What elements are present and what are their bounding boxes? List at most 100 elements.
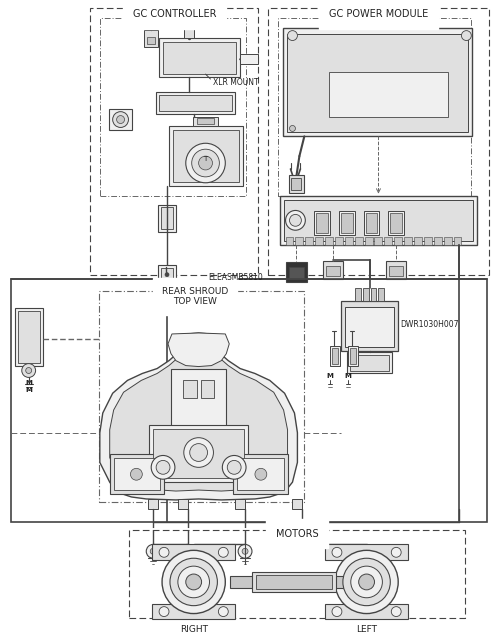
- Bar: [323, 261, 343, 279]
- Bar: [286, 262, 308, 282]
- Bar: [350, 354, 390, 370]
- Circle shape: [290, 215, 302, 226]
- Polygon shape: [168, 333, 230, 367]
- Bar: [292, 499, 302, 509]
- Circle shape: [186, 574, 202, 590]
- Bar: [11, 279, 487, 522]
- Bar: [158, 265, 176, 282]
- Bar: [110, 454, 164, 494]
- Bar: [347, 352, 393, 373]
- Bar: [386, 261, 406, 279]
- Bar: [364, 237, 372, 245]
- Circle shape: [112, 111, 128, 127]
- Bar: [284, 199, 474, 241]
- Circle shape: [181, 544, 194, 558]
- Circle shape: [351, 566, 382, 598]
- Circle shape: [288, 30, 298, 41]
- Circle shape: [335, 550, 398, 613]
- Bar: [354, 237, 362, 245]
- Circle shape: [178, 566, 210, 598]
- Bar: [169, 127, 243, 185]
- Circle shape: [332, 606, 342, 617]
- Circle shape: [26, 368, 32, 373]
- Bar: [286, 34, 469, 132]
- Bar: [171, 368, 226, 433]
- Bar: [292, 178, 302, 190]
- Bar: [404, 237, 412, 245]
- Bar: [148, 499, 158, 509]
- Bar: [230, 576, 358, 588]
- Circle shape: [462, 30, 471, 41]
- Text: M: M: [25, 380, 32, 386]
- Bar: [364, 211, 380, 235]
- Text: REAR SHROUD
TOP VIEW: REAR SHROUD TOP VIEW: [162, 287, 228, 306]
- Bar: [159, 37, 240, 77]
- Bar: [144, 30, 158, 47]
- Circle shape: [159, 606, 169, 617]
- Bar: [196, 118, 214, 123]
- Circle shape: [185, 12, 192, 20]
- Text: GC CONTROLLER: GC CONTROLLER: [133, 9, 216, 19]
- Bar: [348, 346, 358, 366]
- Bar: [161, 208, 173, 229]
- Bar: [235, 499, 245, 509]
- Bar: [183, 380, 196, 398]
- Bar: [332, 348, 338, 363]
- Bar: [326, 266, 340, 275]
- Bar: [390, 266, 403, 275]
- Bar: [114, 458, 160, 490]
- Bar: [192, 116, 218, 127]
- Bar: [378, 287, 384, 301]
- Bar: [414, 237, 422, 245]
- Circle shape: [165, 273, 169, 277]
- Circle shape: [170, 558, 218, 606]
- Bar: [18, 311, 40, 363]
- Bar: [158, 204, 176, 232]
- Bar: [314, 211, 330, 235]
- Circle shape: [242, 548, 248, 555]
- Bar: [161, 268, 173, 279]
- Bar: [163, 42, 236, 74]
- Circle shape: [185, 548, 190, 555]
- Bar: [237, 458, 284, 490]
- Bar: [345, 237, 353, 245]
- Bar: [341, 301, 398, 351]
- Circle shape: [192, 149, 220, 177]
- Bar: [184, 23, 194, 37]
- Bar: [147, 37, 155, 44]
- Bar: [288, 266, 304, 279]
- Circle shape: [222, 456, 246, 479]
- Text: XLR MOUNT: XLR MOUNT: [214, 78, 259, 87]
- Circle shape: [22, 363, 36, 377]
- Bar: [362, 287, 368, 301]
- Circle shape: [159, 548, 169, 557]
- Text: M: M: [326, 373, 334, 379]
- Circle shape: [238, 544, 252, 558]
- Text: -: -: [232, 462, 236, 472]
- Bar: [434, 237, 442, 245]
- Bar: [384, 237, 392, 245]
- Text: GC POWER MODULE: GC POWER MODULE: [329, 9, 428, 19]
- Circle shape: [146, 544, 160, 558]
- Text: T: T: [204, 156, 208, 162]
- Circle shape: [392, 548, 401, 557]
- Bar: [149, 425, 248, 482]
- Circle shape: [198, 156, 212, 170]
- Circle shape: [332, 548, 342, 557]
- Bar: [424, 237, 432, 245]
- Text: MOTORS: MOTORS: [276, 529, 318, 539]
- Text: M: M: [344, 373, 352, 379]
- Bar: [178, 499, 188, 509]
- Text: ELEASMB5810: ELEASMB5810: [208, 273, 262, 282]
- Circle shape: [130, 468, 142, 480]
- Bar: [339, 211, 354, 235]
- Circle shape: [228, 460, 241, 474]
- Bar: [233, 454, 287, 494]
- Circle shape: [358, 574, 374, 590]
- Circle shape: [186, 143, 226, 183]
- Bar: [280, 196, 477, 245]
- Text: +: +: [159, 462, 167, 472]
- Bar: [159, 95, 232, 111]
- Circle shape: [286, 210, 306, 230]
- Bar: [156, 92, 235, 113]
